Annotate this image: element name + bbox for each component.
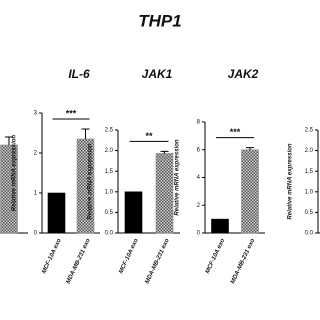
y-tick-label: 0.0 — [305, 231, 314, 237]
y-tick-label: 2.5 — [305, 128, 314, 134]
significance-label: *** — [230, 127, 241, 137]
panel-title: JAK1 — [142, 67, 173, 81]
y-tick-label: 8 — [197, 120, 201, 126]
y-axis-label: Relative mRNA expression — [88, 143, 94, 219]
y-tick-label: 0 — [197, 231, 201, 237]
y-tick-label: 2.0 — [305, 148, 314, 154]
x-tick-label: MDA-MB-231 exo — [230, 238, 256, 285]
y-axis-label: Relative mRNA expression — [288, 143, 294, 219]
bar — [241, 149, 259, 234]
y-tick-label: 3 — [34, 111, 38, 117]
error-bar — [160, 150, 169, 154]
bar — [124, 191, 143, 234]
panel-title: IL-6 — [68, 67, 90, 81]
bar — [155, 153, 174, 234]
x-tick-label: MDA-MB-231 exo — [66, 238, 92, 285]
y-tick-label: 1 — [34, 191, 38, 197]
y-tick-label: 1.0 — [105, 189, 114, 195]
y-tick-label: 4 — [197, 175, 201, 181]
y-tick-label: 1.5 — [305, 169, 314, 175]
y-tick-label: 2 — [197, 203, 201, 209]
y-tick-label: 1.0 — [305, 189, 314, 195]
x-tick-label: MCF-10A exo — [205, 238, 227, 275]
y-axis-label: Relative mRNA expression — [175, 139, 181, 215]
y-tick-label: 2.5 — [105, 128, 114, 134]
panel-title: JAK2 — [228, 67, 259, 81]
y-tick-label: 0 — [34, 231, 38, 237]
y-axis-label: Relative mRNA expression — [12, 135, 18, 211]
x-tick-label: MCF-10A exo — [118, 238, 140, 275]
y-tick-label: 0.5 — [105, 210, 114, 216]
error-bar — [81, 128, 90, 139]
significance-label: *** — [66, 108, 77, 118]
y-tick-label: 0.0 — [105, 231, 114, 237]
significance-label: ** — [145, 131, 153, 141]
y-tick-label: 1.5 — [105, 169, 114, 175]
figure-title: THP1 — [138, 11, 181, 30]
bar — [47, 192, 66, 234]
y-tick-label: 0.5 — [305, 210, 314, 216]
y-tick-label: 2.0 — [105, 148, 114, 154]
y-tick-label: 2 — [34, 151, 38, 157]
error-bar — [5, 136, 13, 145]
bar — [211, 218, 229, 234]
y-tick-label: 6 — [197, 147, 201, 153]
error-bar — [246, 147, 254, 150]
x-tick-label: MCF-10A exo — [41, 238, 63, 275]
x-tick-label: MDA-MB-231 exo — [145, 238, 171, 285]
